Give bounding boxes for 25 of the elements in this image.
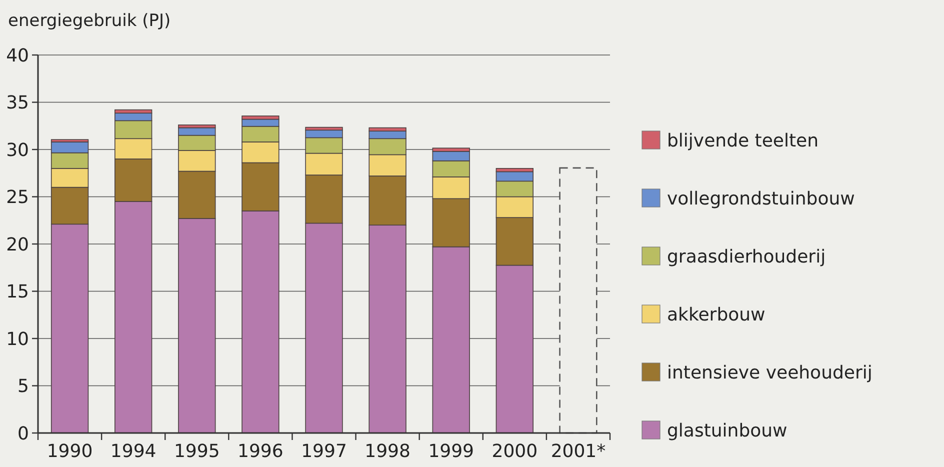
- y-tick-label: 5: [18, 376, 29, 398]
- y-tick-label: 35: [6, 92, 29, 114]
- legend-label: graasdierhouderij: [667, 246, 826, 268]
- x-tick-label: 2000: [492, 441, 538, 462]
- y-tick-label: 40: [6, 45, 29, 66]
- x-tick-label: 1994: [110, 441, 156, 462]
- y-tick-label: 15: [6, 282, 29, 303]
- x-tick-label: 1996: [238, 441, 284, 462]
- x-tick-label: 1999: [428, 441, 474, 462]
- legend-label: akkerbouw: [667, 304, 766, 326]
- x-tick-label: 1990: [46, 441, 93, 462]
- x-tick-label: 1997: [301, 441, 347, 462]
- legend-label: glastuinbouw: [667, 420, 788, 442]
- y-axis-title: energiegebruik (PJ): [8, 11, 171, 31]
- x-tick-label: 1998: [364, 441, 410, 462]
- y-tick-label: 30: [6, 140, 29, 161]
- legend-label: blijvende teelten: [667, 130, 819, 152]
- legend-label: vollegrondstuinbouw: [667, 188, 855, 210]
- x-tick-label: 2001*: [550, 441, 606, 462]
- y-tick-label: 0: [18, 423, 29, 444]
- y-tick-label: 10: [6, 328, 29, 350]
- y-tick-label: 25: [6, 187, 29, 208]
- x-tick-label: 1995: [174, 441, 220, 462]
- y-tick-label: 20: [6, 234, 29, 256]
- legend-label: intensieve veehouderij: [667, 362, 872, 384]
